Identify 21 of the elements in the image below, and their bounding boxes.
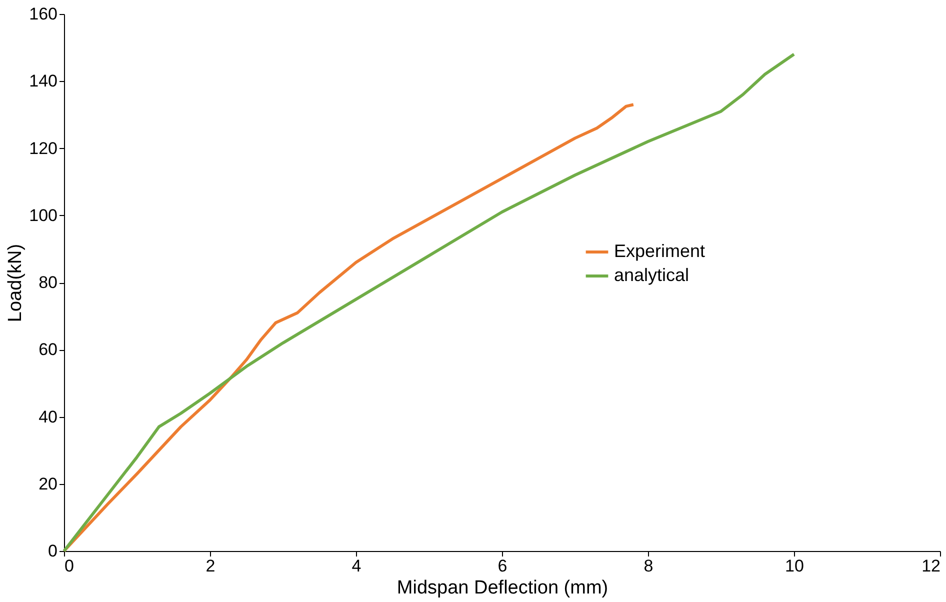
x-tick-label: 8 — [644, 556, 654, 576]
x-tick-label: 4 — [352, 556, 362, 576]
y-tick-label: 80 — [38, 273, 58, 292]
y-tick-label: 20 — [38, 474, 58, 494]
y-tick-label: 40 — [38, 407, 58, 426]
y-axis-title: Load(kN) — [5, 244, 26, 322]
x-tick-label: 0 — [64, 556, 74, 576]
y-tick-label: 120 — [29, 138, 58, 158]
x-tick-label: 2 — [206, 556, 216, 576]
y-tick-label: 100 — [29, 206, 58, 225]
x-tick-label: 6 — [498, 556, 508, 576]
y-tick-label: 60 — [38, 340, 58, 360]
x-tick-label: 10 — [785, 556, 804, 576]
line-series — [62, 52, 796, 552]
legend-label: Experiment — [614, 241, 706, 261]
y-tick-label: 140 — [29, 72, 58, 91]
legend-label: analytical — [614, 265, 690, 285]
y-tick-label: 160 — [29, 4, 58, 24]
x-tick-label: 12 — [922, 556, 940, 576]
x-axis-title: Midspan Deflection (mm) — [396, 578, 608, 598]
y-tick-label: 0 — [48, 542, 58, 560]
